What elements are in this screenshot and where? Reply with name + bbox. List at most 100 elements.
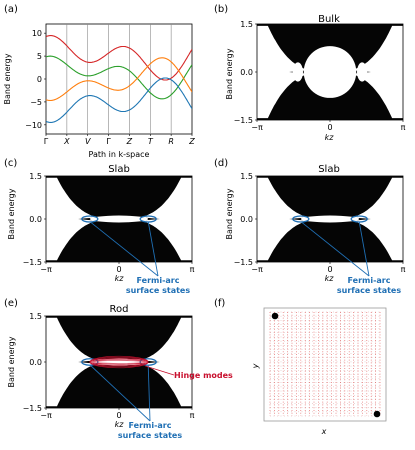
panel-c-spectrum (46, 176, 192, 262)
xtick-label: π (401, 265, 406, 274)
panel-a-xlabel: Path in k-space (89, 150, 150, 159)
panel-c-xlabel: kz (115, 274, 125, 283)
upper-continuum (46, 316, 192, 362)
ytick-label: −10 (25, 121, 42, 130)
slab-gap (300, 215, 360, 223)
panel-c: (c) Slab 1.5 0.0 −1.5−π 0 π Band energy kz F… (4, 158, 195, 295)
ytick-label: 0.0 (240, 215, 253, 224)
panel-d-annotation-line2: surface states (337, 286, 401, 295)
ytick-label: 0.0 (29, 215, 42, 224)
annotation-pointer (300, 221, 370, 277)
hinge-mode-line (89, 355, 149, 369)
panel-e-hinge-label: Hinge modes (174, 371, 233, 380)
panel-e-title: Rod (110, 304, 129, 315)
annotation-pointer (89, 221, 159, 277)
panel-d: (d) Slab 1.5 0.0 −1.5−π 0 π Band energy kz F… (214, 158, 406, 295)
annotation-pointer (358, 221, 370, 277)
panel-d-spectrum (257, 176, 403, 262)
xtick-label: Z (126, 137, 133, 146)
ytick-label: 5 (37, 52, 42, 61)
panel-e-label: (e) (4, 298, 18, 309)
panel-d-xlabel: kz (325, 274, 335, 283)
annotation-pointer (89, 364, 151, 422)
weyl-pocket (357, 62, 368, 82)
panel-b-title: Bulk (318, 14, 340, 25)
xtick-label: Z (188, 137, 195, 146)
xtick-label: 0 (116, 411, 121, 420)
xtick-label: 0 (327, 123, 332, 132)
panel-f-corner-mode-top (271, 312, 279, 320)
panel-f-xlabel: x (321, 427, 327, 436)
xtick-label: 0 (327, 265, 332, 274)
ytick-label: 1.5 (240, 172, 253, 181)
xtick-label: Γ (106, 137, 111, 146)
xtick-label: 0 (116, 265, 121, 274)
xtick-label: π (401, 123, 406, 132)
panel-e: (e) Rod 1.5 0.0 −1.5−π 0 π Band energy kz Fe… (4, 298, 233, 440)
panel-f-label: (f) (214, 298, 225, 309)
ytick-label: 0.0 (240, 68, 253, 77)
panel-c-annotation-line1: Fermi-arc (137, 276, 180, 285)
panel-a-yticks: 10 5 0 −5 −10 (25, 29, 46, 130)
panel-e-annotation-line1: Fermi-arc (129, 421, 172, 430)
bulk-gap (303, 46, 357, 98)
panel-d-label: (d) (214, 158, 228, 169)
ytick-label: 1.5 (29, 312, 42, 321)
panel-a-frame (45, 23, 193, 135)
ytick-label: 1.5 (29, 172, 42, 181)
xtick-label: Γ (44, 137, 49, 146)
panel-a-label: (a) (4, 4, 18, 15)
xtick-label: −π (251, 265, 263, 274)
panel-b-ylabel: Band energy (225, 48, 234, 99)
band-line (46, 77, 192, 123)
panel-d-annotation-line1: Fermi-arc (348, 276, 391, 285)
lower-continuum (46, 362, 192, 408)
lower-continuum (46, 219, 192, 262)
ytick-label: 10 (32, 29, 42, 38)
panel-f-corner-mode-bottom (373, 410, 381, 418)
xtick-label: π (190, 265, 195, 274)
panel-f-frame (263, 307, 387, 422)
panel-a-bands (46, 35, 192, 123)
xtick-label: −π (40, 265, 52, 274)
panel-c-ylabel: Band energy (7, 188, 16, 239)
ytick-label: −1.5 (23, 404, 42, 413)
ytick-label: −1.5 (23, 258, 42, 267)
lower-continuum (257, 219, 403, 262)
xtick-label: −π (251, 123, 263, 132)
panel-a: (a) 10 5 0 −5 −10 Γ X V Γ Z T R Z Band energy Path … (3, 4, 195, 159)
xtick-label: V (85, 137, 91, 146)
panel-c-label: (c) (4, 158, 17, 169)
panel-b-axes: 1.5 0.0 −1.5−π 0 π (234, 20, 406, 132)
panel-d-axes: 1.5 0.0 −1.5−π 0 π (234, 172, 406, 277)
panel-e-ylabel: Band energy (7, 336, 16, 387)
slab-gap (89, 215, 149, 223)
panel-a-ylabel: Band energy (3, 53, 12, 104)
panel-c-annotation-line2: surface states (126, 286, 190, 295)
panel-e-spectrum (46, 316, 192, 408)
panel-c-title: Slab (108, 164, 130, 175)
panel-f: (f) x y (214, 298, 387, 436)
panel-b-label: (b) (214, 4, 228, 15)
panel-d-ylabel: Band energy (225, 188, 234, 239)
panel-d-title: Slab (318, 164, 340, 175)
ytick-label: 1.5 (240, 20, 253, 29)
panel-f-lattice (269, 311, 381, 417)
panel-e-xlabel: kz (115, 420, 125, 429)
panel-f-ylabel: y (251, 363, 260, 369)
ytick-label: −1.5 (234, 116, 253, 125)
ytick-label: 0 (37, 75, 42, 84)
xtick-label: R (168, 137, 174, 146)
weyl-pocket (292, 62, 303, 82)
band-line (46, 35, 192, 81)
slab-gap (89, 358, 149, 366)
panel-b: (b) Bulk 1.5 0.0 −1.5−π 0 π Band energy kz (214, 4, 406, 142)
ytick-label: −1.5 (234, 258, 253, 267)
upper-continuum (257, 176, 403, 219)
panel-b-xlabel: kz (325, 133, 335, 142)
panel-c-axes: 1.5 0.0 −1.5−π 0 π (23, 172, 195, 277)
hinge-pointer (145, 365, 175, 376)
upper-continuum (46, 176, 192, 219)
xtick-label: X (63, 137, 70, 146)
